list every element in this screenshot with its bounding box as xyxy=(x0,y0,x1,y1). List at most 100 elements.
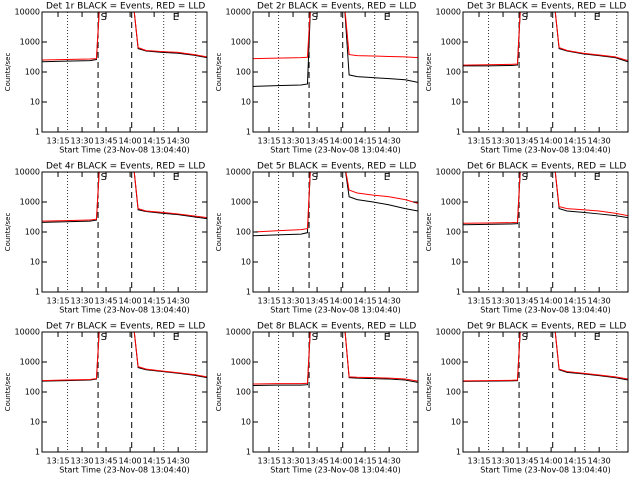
x-tick-label: 13:45 xyxy=(306,457,329,466)
x-tick-label: 14:15 xyxy=(143,297,166,306)
series-line xyxy=(463,332,628,382)
y-tick-label: 1000 xyxy=(441,358,461,367)
x-tick-label: 13:45 xyxy=(306,297,329,306)
y-tick-label: 100 xyxy=(446,228,461,237)
x-axis-label: Start Time (23-Nov-08 13:04:40) xyxy=(270,306,400,315)
y-axis-label: Counts/sec xyxy=(425,53,433,92)
series-line xyxy=(42,12,207,61)
y-tick-label: 1000 xyxy=(20,38,40,47)
x-tick-label: 14:00 xyxy=(119,137,142,146)
y-axis-label: Counts/sec xyxy=(425,213,433,252)
annotation: E xyxy=(173,12,179,23)
series-line xyxy=(463,172,628,224)
x-tick-label: 13:45 xyxy=(516,457,539,466)
x-axis-label: Start Time (23-Nov-08 13:04:40) xyxy=(59,306,189,315)
x-tick-label: 14:30 xyxy=(378,457,401,466)
x-tick-label: 13:30 xyxy=(282,137,305,146)
y-tick-label: 1000 xyxy=(20,198,40,207)
x-tick-label: 14:15 xyxy=(564,137,587,146)
y-tick-label: 10000 xyxy=(436,328,461,337)
series-line xyxy=(253,12,418,87)
chart-title: Det 6r BLACK = Events, RED = LLD xyxy=(467,162,626,172)
x-tick-label: 14:15 xyxy=(143,457,166,466)
annotation: S xyxy=(312,12,318,23)
series-line xyxy=(42,332,207,382)
y-tick-label: 10000 xyxy=(226,8,251,17)
annotation: E xyxy=(384,12,390,23)
chart-title: Det 9r BLACK = Events, RED = LLD xyxy=(467,322,626,332)
y-tick-label: 10000 xyxy=(436,168,461,177)
series-line xyxy=(253,172,418,233)
y-tick-label: 1 xyxy=(456,128,461,137)
annotation: E xyxy=(594,12,600,23)
y-tick-label: 1 xyxy=(246,448,251,457)
annotation: E xyxy=(384,172,390,183)
x-tick-label: 13:15 xyxy=(46,297,69,306)
x-tick-label: 14:00 xyxy=(330,457,353,466)
x-tick-label: 14:00 xyxy=(330,297,353,306)
x-tick-label: 13:15 xyxy=(257,297,280,306)
y-tick-label: 1000 xyxy=(231,198,251,207)
series-line xyxy=(42,172,207,222)
y-tick-label: 1000 xyxy=(231,358,251,367)
x-tick-label: 14:15 xyxy=(143,137,166,146)
annotation: E xyxy=(384,332,390,343)
x-tick-label: 14:15 xyxy=(354,297,377,306)
x-axis-label: Start Time (23-Nov-08 13:04:40) xyxy=(270,146,400,155)
y-axis-label: Counts/sec xyxy=(215,213,223,252)
chart-title: Det 8r BLACK = Events, RED = LLD xyxy=(257,322,416,332)
x-tick-label: 13:30 xyxy=(282,297,305,306)
x-tick-label: 14:15 xyxy=(354,457,377,466)
y-tick-label: 10000 xyxy=(15,8,40,17)
chart-title: Det 7r BLACK = Events, RED = LLD xyxy=(46,322,205,332)
y-axis-label: Counts/sec xyxy=(4,213,12,252)
y-tick-label: 100 xyxy=(446,388,461,397)
x-tick-label: 14:00 xyxy=(330,137,353,146)
y-tick-label: 10 xyxy=(241,258,251,267)
y-tick-label: 10 xyxy=(451,98,461,107)
chart-title: Det 4r BLACK = Events, RED = LLD xyxy=(46,162,205,172)
y-tick-label: 10 xyxy=(241,418,251,427)
x-axis-label: Start Time (23-Nov-08 13:04:40) xyxy=(270,466,400,475)
series-line xyxy=(463,12,628,66)
y-axis-label: Counts/sec xyxy=(425,373,433,412)
x-tick-label: 14:15 xyxy=(564,297,587,306)
x-tick-label: 13:30 xyxy=(71,457,94,466)
series-line xyxy=(253,172,418,237)
series-line xyxy=(253,332,418,385)
x-tick-label: 13:30 xyxy=(71,137,94,146)
x-tick-label: 13:15 xyxy=(46,137,69,146)
y-tick-label: 1 xyxy=(246,288,251,297)
x-tick-label: 13:30 xyxy=(282,457,305,466)
x-tick-label: 13:30 xyxy=(492,137,515,146)
x-tick-label: 13:30 xyxy=(71,297,94,306)
y-tick-label: 1 xyxy=(246,128,251,137)
annotation: S xyxy=(101,12,107,23)
annotation: E xyxy=(173,332,179,343)
y-tick-label: 100 xyxy=(236,388,251,397)
y-tick-label: 1000 xyxy=(441,198,461,207)
x-axis-label: Start Time (23-Nov-08 13:04:40) xyxy=(59,146,189,155)
y-axis-label: Counts/sec xyxy=(215,53,223,92)
x-tick-label: 13:30 xyxy=(492,297,515,306)
x-tick-label: 13:45 xyxy=(516,137,539,146)
y-tick-label: 1 xyxy=(456,288,461,297)
annotation: E xyxy=(594,172,600,183)
y-tick-label: 100 xyxy=(25,228,40,237)
y-tick-label: 1 xyxy=(456,448,461,457)
annotation: S xyxy=(101,172,107,183)
annotation: S xyxy=(312,332,318,343)
x-tick-label: 14:00 xyxy=(119,297,142,306)
chart-title: Det 3r BLACK = Events, RED = LLD xyxy=(467,2,626,12)
x-tick-label: 13:15 xyxy=(467,297,490,306)
y-tick-label: 10 xyxy=(30,418,40,427)
x-tick-label: 14:15 xyxy=(564,457,587,466)
x-tick-label: 14:00 xyxy=(540,457,563,466)
